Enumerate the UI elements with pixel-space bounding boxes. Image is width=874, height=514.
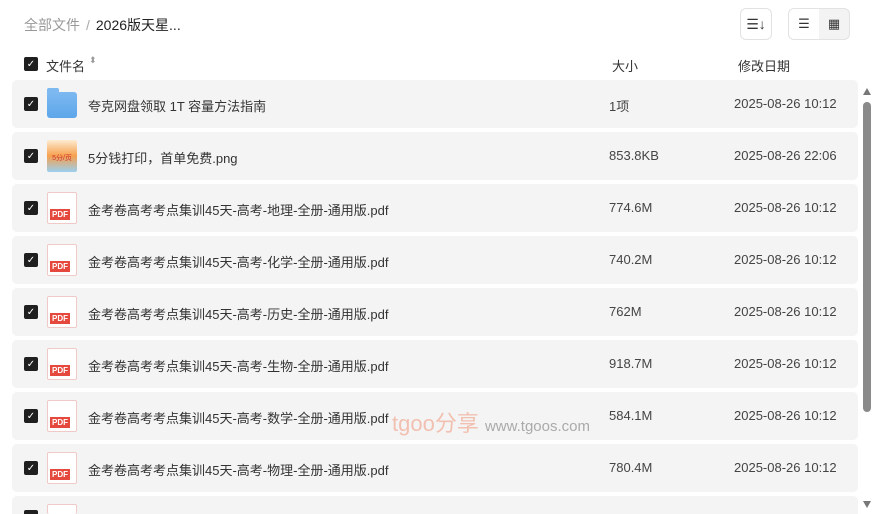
row-checkbox[interactable]: ✓ (24, 253, 38, 267)
pdf-icon (47, 504, 77, 514)
file-name[interactable]: 金考卷高考考点集训45天-高考-数学-全册-通用版.pdf (88, 411, 389, 426)
pdf-icon: PDF (47, 296, 77, 328)
pdf-icon: PDF (47, 348, 77, 380)
file-size: 584.1M (609, 408, 653, 423)
file-size: 740.2M (609, 252, 653, 267)
file-name[interactable]: 夸克网盘领取 1T 容量方法指南 (88, 99, 267, 114)
file-size: 774.6M (609, 200, 653, 215)
file-date: 2025-08-26 10:12 (734, 304, 837, 319)
breadcrumb: 全部文件 / 2026版天星... (24, 15, 181, 35)
file-date: 2025-08-26 10:12 (734, 200, 837, 215)
file-size: 853.8KB (609, 148, 659, 163)
file-row[interactable]: ✓ 夸克网盘领取 1T 容量方法指南 1项 2025-08-26 10:12 (12, 80, 858, 128)
row-checkbox[interactable]: ✓ (24, 357, 38, 371)
image-thumbnail: 5分/页 (47, 140, 77, 172)
file-date: 2025-08-26 10:12 (734, 252, 837, 267)
file-name[interactable]: 金考卷高考考点集训45天-高考-历史-全册-通用版.pdf (88, 307, 389, 322)
file-row[interactable]: ✓ PDF 金考卷高考考点集训45天-高考-化学-全册-通用版.pdf 740.2… (12, 236, 858, 284)
table-header: ✓ 文件名 ⬍ 大小 修改日期 (0, 55, 874, 74)
row-checkbox[interactable]: ✓ (24, 201, 38, 215)
file-name[interactable]: 金考卷高考考点集训45天-高考-生物-全册-通用版.pdf (88, 359, 389, 374)
list-view-button[interactable]: ☰ (789, 9, 819, 39)
row-checkbox[interactable]: ✓ (24, 149, 38, 163)
row-checkbox[interactable]: ✓ (24, 97, 38, 111)
file-name[interactable]: 5分钱打印，首单免费.png (88, 151, 238, 166)
row-checkbox[interactable] (24, 510, 38, 514)
file-row[interactable]: ✓ PDF 金考卷高考考点集训45天-高考-地理-全册-通用版.pdf 774.6… (12, 184, 858, 232)
file-name[interactable]: 金考卷高考考点集训45天-高考-地理-全册-通用版.pdf (88, 203, 389, 218)
file-size: 762M (609, 304, 642, 319)
file-size: 918.7M (609, 356, 653, 371)
row-checkbox[interactable]: ✓ (24, 461, 38, 475)
file-row[interactable]: ✓ PDF 金考卷高考考点集训45天-高考-生物-全册-通用版.pdf 918.7… (12, 340, 858, 388)
folder-icon (47, 88, 77, 118)
watermark: tgoo分享 www.tgoos.com (392, 411, 590, 436)
scroll-down-icon[interactable] (863, 501, 871, 508)
pdf-icon: PDF (47, 192, 77, 224)
file-date: 2025-08-26 10:12 (734, 460, 837, 475)
file-row[interactable]: ✓ PDF 金考卷高考考点集训45天-高考-物理-全册-通用版.pdf 780.4… (12, 444, 858, 492)
breadcrumb-separator: / (86, 17, 90, 33)
pdf-icon: PDF (47, 244, 77, 276)
view-toggle: ☰ ▦ (788, 8, 850, 40)
pdf-icon: PDF (47, 400, 77, 432)
column-size[interactable]: 大小 (612, 59, 639, 74)
row-checkbox[interactable]: ✓ (24, 305, 38, 319)
file-date: 2025-08-26 22:06 (734, 148, 837, 163)
sort-button[interactable]: ☰↓ (740, 8, 772, 40)
sort-icon: ☰↓ (746, 15, 766, 32)
scrollbar-thumb[interactable] (863, 102, 871, 412)
file-row[interactable]: ✓ PDF 金考卷高考考点集训45天-高考-历史-全册-通用版.pdf 762M … (12, 288, 858, 336)
file-row[interactable] (12, 496, 858, 514)
file-date: 2025-08-26 10:12 (734, 408, 837, 423)
select-all-checkbox[interactable]: ✓ (24, 57, 38, 71)
file-name[interactable]: 金考卷高考考点集训45天-高考-物理-全册-通用版.pdf (88, 463, 389, 478)
file-name[interactable]: 金考卷高考考点集训45天-高考-化学-全册-通用版.pdf (88, 255, 389, 270)
file-size: 1项 (609, 99, 630, 114)
file-date: 2025-08-26 10:12 (734, 356, 837, 371)
file-row[interactable]: ✓ 5分/页 5分钱打印，首单免费.png 853.8KB 2025-08-26 … (12, 132, 858, 180)
grid-view-button[interactable]: ▦ (827, 16, 841, 31)
scrollbar[interactable] (862, 86, 872, 510)
sort-caret-icon[interactable]: ⬍ (89, 55, 97, 65)
pdf-icon: PDF (47, 452, 77, 484)
file-row[interactable]: ✓ PDF 金考卷高考考点集训45天-高考-数学-全册-通用版.pdf 584.1… (12, 392, 858, 440)
file-list: ✓ 夸克网盘领取 1T 容量方法指南 1项 2025-08-26 10:12 ✓ 5… (12, 80, 858, 514)
file-size: 780.4M (609, 460, 653, 475)
row-checkbox[interactable]: ✓ (24, 409, 38, 423)
file-date: 2025-08-26 10:12 (734, 96, 837, 111)
breadcrumb-current: 2026版天星... (95, 17, 181, 33)
column-modified[interactable]: 修改日期 (738, 59, 791, 74)
breadcrumb-root[interactable]: 全部文件 (24, 17, 80, 33)
scroll-up-icon[interactable] (863, 88, 871, 95)
column-name[interactable]: 文件名 (46, 59, 86, 74)
